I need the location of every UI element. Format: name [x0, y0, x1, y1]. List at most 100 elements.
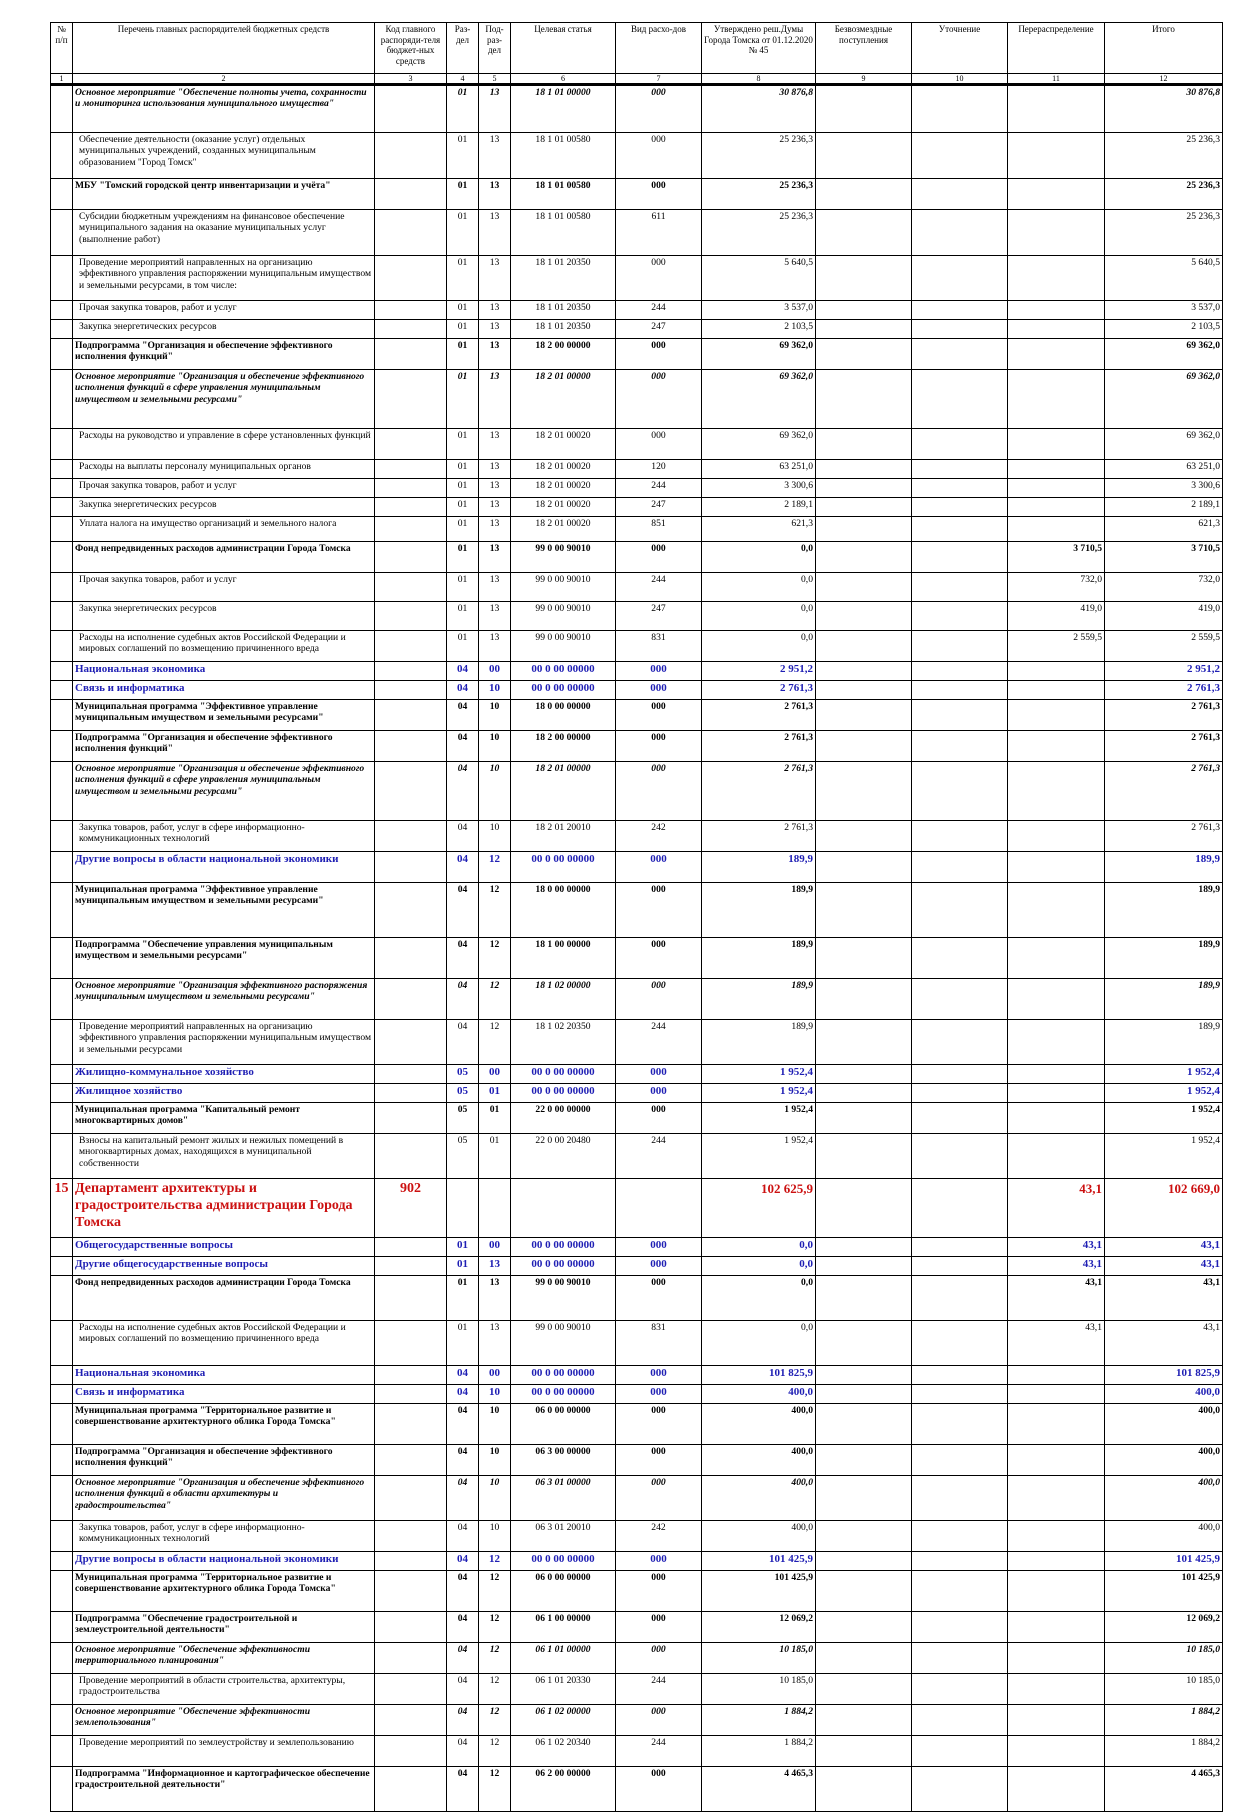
total-amount: 2 761,3 [1104, 730, 1223, 762]
distributor-code [374, 1611, 447, 1643]
distributor-code [374, 1642, 447, 1674]
section-code: 04 [446, 1444, 479, 1476]
gratuitous-amount [815, 1551, 912, 1571]
header-total: Итого [1104, 22, 1223, 74]
table-row: Другие общегосударственные вопросы 01 13 00… [50, 1256, 1223, 1276]
approved-amount: 12 069,2 [701, 1611, 816, 1643]
total-amount: 1 884,2 [1104, 1735, 1223, 1767]
column-number: 3 [374, 73, 447, 86]
redistribution-amount [1007, 1673, 1105, 1705]
target-article: 18 1 01 00000 [510, 84, 616, 133]
approved-amount: 0,0 [701, 1237, 816, 1257]
table-row: Национальная экономика 04 00 00 0 00 00000 0… [50, 1365, 1223, 1385]
row-name: Связь и информатика [72, 680, 375, 700]
expense-type: 000 [615, 882, 702, 938]
distributor-code [374, 978, 447, 1020]
total-amount: 69 362,0 [1104, 338, 1223, 370]
approved-amount: 10 185,0 [701, 1673, 816, 1705]
row-name: Основное мероприятие "Организация и обес… [72, 1475, 375, 1521]
section-code: 01 [446, 630, 479, 662]
row-name: Жилищное хозяйство [72, 1083, 375, 1103]
gratuitous-amount [815, 572, 912, 602]
row-name: Закупка энергетических ресурсов [72, 319, 375, 339]
clarification-amount [911, 1256, 1008, 1276]
row-number [50, 572, 73, 602]
redistribution-amount [1007, 338, 1105, 370]
section-code: 04 [446, 1384, 479, 1404]
target-article: 06 1 01 20330 [510, 1673, 616, 1705]
row-name: Расходы на исполнение судебных актов Рос… [72, 1320, 375, 1366]
clarification-amount [911, 1444, 1008, 1476]
approved-amount: 0,0 [701, 1256, 816, 1276]
row-number [50, 516, 73, 542]
clarification-amount [911, 1133, 1008, 1179]
column-number: 11 [1007, 73, 1105, 86]
row-name: Основное мероприятие "Организация эффект… [72, 978, 375, 1020]
expense-type: 244 [615, 1735, 702, 1767]
gratuitous-amount [815, 338, 912, 370]
approved-amount: 25 236,3 [701, 209, 816, 256]
total-amount: 1 952,4 [1104, 1133, 1223, 1179]
column-number: 1 [50, 73, 73, 86]
row-name: Жилищно-коммунальное хозяйство [72, 1064, 375, 1084]
target-article: 18 2 01 00020 [510, 459, 616, 479]
approved-amount: 189,9 [701, 882, 816, 938]
redistribution-amount [1007, 937, 1105, 979]
subsection-code: 01 [478, 1133, 511, 1179]
subsection-code: 13 [478, 132, 511, 179]
table-row: Основное мероприятие "Организация и обес… [50, 761, 1223, 821]
approved-amount: 0,0 [701, 1275, 816, 1321]
gratuitous-amount [815, 882, 912, 938]
distributor-code [374, 1019, 447, 1065]
redistribution-amount [1007, 699, 1105, 731]
section-code: 04 [446, 1365, 479, 1385]
approved-amount: 4 465,3 [701, 1766, 816, 1812]
row-name: Подпрограмма "Обеспечение управления мун… [72, 937, 375, 979]
section-code: 04 [446, 1570, 479, 1612]
gratuitous-amount [815, 132, 912, 179]
redistribution-amount [1007, 1083, 1105, 1103]
section-code: 04 [446, 937, 479, 979]
row-number [50, 730, 73, 762]
row-number [50, 1275, 73, 1321]
row-name: Муниципальная программа "Эффективное упр… [72, 882, 375, 938]
header-expense-type: Вид расхо-дов [615, 22, 702, 74]
approved-amount: 400,0 [701, 1520, 816, 1552]
expense-type: 120 [615, 459, 702, 479]
expense-type: 000 [615, 730, 702, 762]
target-article: 99 0 00 90010 [510, 1320, 616, 1366]
table-row: Основное мероприятие "Организация и обес… [50, 369, 1223, 429]
gratuitous-amount [815, 255, 912, 301]
row-number [50, 1133, 73, 1179]
row-name: Подпрограмма "Организация и обеспечение … [72, 338, 375, 370]
total-amount: 3 710,5 [1104, 541, 1223, 573]
distributor-code [374, 1320, 447, 1366]
subsection-code: 13 [478, 255, 511, 301]
section-code: 05 [446, 1102, 479, 1134]
row-name: Основное мероприятие "Организация и обес… [72, 761, 375, 821]
redistribution-amount [1007, 1570, 1105, 1612]
row-name: Другие общегосударственные вопросы [72, 1256, 375, 1276]
target-article [510, 1178, 616, 1238]
redistribution-amount [1007, 730, 1105, 762]
clarification-amount [911, 1475, 1008, 1521]
gratuitous-amount [815, 1275, 912, 1321]
total-amount: 732,0 [1104, 572, 1223, 602]
approved-amount: 69 362,0 [701, 338, 816, 370]
row-name: Закупка товаров, работ, услуг в сфере ин… [72, 820, 375, 852]
section-code: 01 [446, 516, 479, 542]
distributor-code [374, 1064, 447, 1084]
subsection-code: 01 [478, 1102, 511, 1134]
approved-amount: 1 884,2 [701, 1704, 816, 1736]
distributor-code [374, 1735, 447, 1767]
header-subsection: Под-раз-дел [478, 22, 511, 74]
row-name: Муниципальная программа "Капитальный рем… [72, 1102, 375, 1134]
target-article: 18 2 01 20010 [510, 820, 616, 852]
redistribution-amount [1007, 1019, 1105, 1065]
row-number [50, 882, 73, 938]
table-row: Проведение мероприятий по землеустройств… [50, 1735, 1223, 1767]
subsection-code: 10 [478, 730, 511, 762]
column-number: 2 [72, 73, 375, 86]
total-amount: 25 236,3 [1104, 178, 1223, 210]
total-amount: 43,1 [1104, 1320, 1223, 1366]
